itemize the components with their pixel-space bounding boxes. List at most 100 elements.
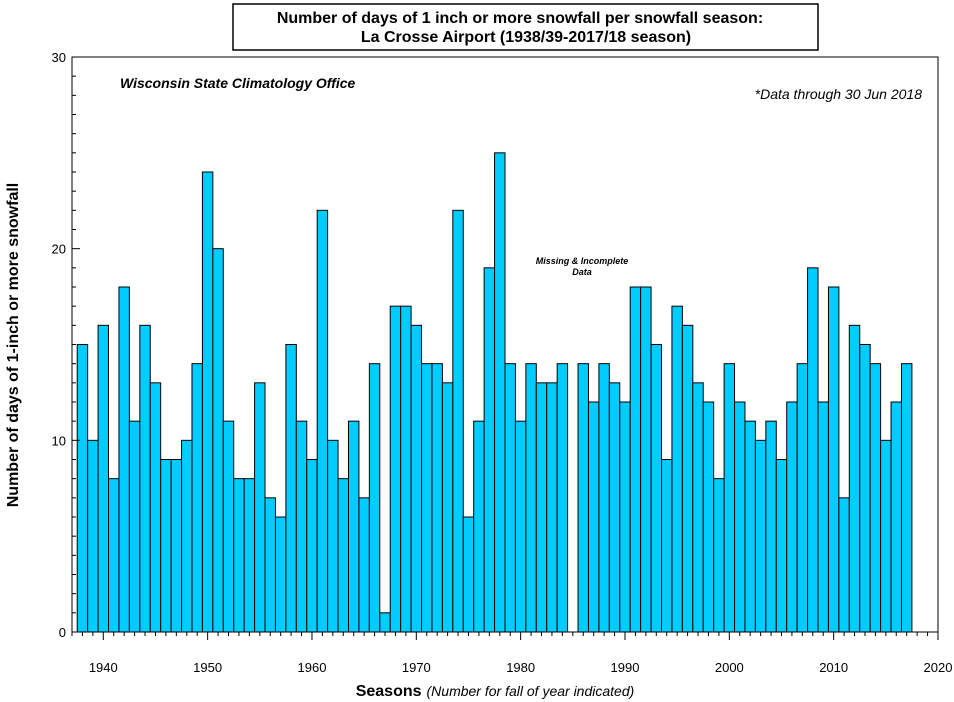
- bar-1947: [170, 459, 183, 633]
- y-tick-label-30: 30: [52, 50, 66, 65]
- bar-1965: [358, 497, 370, 633]
- y-axis-title: Number of days of 1-inch or more snowfal…: [5, 183, 22, 508]
- x-tick-label-2020: 2020: [924, 660, 953, 675]
- title-box: [232, 3, 819, 51]
- bar-1978: [494, 152, 506, 633]
- bar-1938: [76, 344, 89, 633]
- bar-1998: [702, 401, 715, 633]
- bar-1969: [400, 305, 412, 633]
- bar-1984: [556, 363, 569, 633]
- bar-1977: [483, 267, 496, 633]
- title-line-2: La Crosse Airport (1938/39-2017/18 seaso…: [361, 29, 691, 46]
- x-axis-title-note: (Number for fall of year indicated): [427, 683, 635, 699]
- bar-1954: [243, 478, 256, 633]
- x-tick-label-1970: 1970: [402, 660, 431, 675]
- bar-1981: [525, 363, 537, 633]
- bar-1944: [139, 324, 151, 633]
- bar-2004: [765, 420, 777, 633]
- x-tick-label-2010: 2010: [819, 660, 848, 675]
- bar-2000: [723, 363, 736, 633]
- x-axis-title-main: Seasons: [356, 683, 422, 700]
- bar-1963: [337, 478, 349, 633]
- x-tick-label-2000: 2000: [715, 660, 744, 675]
- bar-2010: [827, 286, 840, 633]
- bar-2013: [859, 344, 871, 633]
- bar-1992: [640, 286, 652, 633]
- bar-1993: [650, 344, 663, 633]
- y-tick-label-20: 20: [52, 242, 66, 257]
- bar-2006: [786, 401, 798, 633]
- x-tick-label-1950: 1950: [193, 660, 222, 675]
- y-axis: 0 10 20 30: [52, 50, 80, 640]
- bar-2012: [848, 324, 861, 633]
- bar-1941: [108, 478, 120, 633]
- bar-1990: [619, 401, 631, 633]
- bar-2016: [890, 401, 902, 633]
- bar-1959: [295, 420, 308, 633]
- bar-1980: [514, 420, 527, 633]
- bar-1940: [97, 324, 110, 633]
- bar-1951: [212, 248, 224, 633]
- bar-1971: [421, 363, 433, 633]
- bar-1945: [149, 382, 162, 633]
- bar-1975: [462, 516, 475, 633]
- bar-1983: [546, 382, 558, 633]
- bar-1943: [128, 420, 141, 633]
- bar-1960: [306, 459, 318, 633]
- y-tick-label-0: 0: [59, 625, 66, 640]
- bar-1967: [379, 612, 391, 633]
- bar-1961: [316, 209, 329, 633]
- bar-2003: [754, 439, 767, 633]
- x-tick-label-1940: 1940: [89, 660, 118, 675]
- bar-2005: [775, 459, 788, 633]
- bar-1948: [181, 439, 193, 633]
- missing-note-line-1: Missing & Incomplete: [536, 256, 629, 266]
- bar-2008: [807, 267, 819, 633]
- bar-2002: [744, 420, 756, 633]
- footnote-label: *Data through 30 Jun 2018: [755, 86, 923, 102]
- bar-1962: [327, 439, 339, 633]
- x-tick-label-1980: 1980: [506, 660, 535, 675]
- bar-1949: [191, 363, 203, 633]
- chart-title: Number of days of 1 inch or more snowfal…: [232, 3, 819, 51]
- bar-1957: [274, 516, 287, 633]
- bar-1987: [587, 401, 600, 633]
- bar-2017: [900, 363, 913, 633]
- bar-1950: [201, 171, 214, 633]
- x-axis-title: Seasons (Number for fall of year indicate…: [356, 683, 635, 700]
- bar-1974: [452, 209, 464, 633]
- bar-2001: [734, 401, 746, 633]
- bar-1995: [671, 305, 683, 633]
- bars-group: [76, 152, 913, 633]
- bar-1956: [264, 497, 276, 633]
- bar-2009: [817, 401, 829, 633]
- x-axis: 1940 1950 1960 1970 1980 1990 2000 2010 2020: [71, 632, 953, 675]
- bar-1996: [681, 324, 694, 633]
- bar-2011: [838, 497, 850, 633]
- bar-1964: [347, 420, 360, 633]
- bar-1989: [608, 382, 621, 633]
- bar-1952: [222, 420, 235, 633]
- bar-1991: [629, 286, 642, 633]
- y-tick-label-10: 10: [52, 433, 66, 448]
- bar-1953: [233, 478, 245, 633]
- missing-note-line-2: Data: [572, 267, 592, 277]
- bar-1939: [87, 439, 99, 633]
- x-tick-label-1960: 1960: [298, 660, 327, 675]
- source-label: Wisconsin State Climatology Office: [120, 75, 356, 91]
- bar-1972: [431, 363, 443, 633]
- bar-1994: [661, 459, 673, 633]
- bar-1982: [535, 382, 548, 633]
- bar-2015: [880, 439, 892, 633]
- bar-2007: [796, 363, 809, 633]
- bar-1976: [473, 420, 485, 633]
- bar-1958: [285, 344, 297, 633]
- x-tick-label-1990: 1990: [611, 660, 640, 675]
- bar-1986: [577, 363, 589, 633]
- bar-1955: [254, 382, 266, 633]
- bar-2014: [869, 363, 882, 633]
- bar-1966: [368, 363, 381, 633]
- bar-1946: [160, 459, 172, 633]
- bar-1997: [692, 382, 704, 633]
